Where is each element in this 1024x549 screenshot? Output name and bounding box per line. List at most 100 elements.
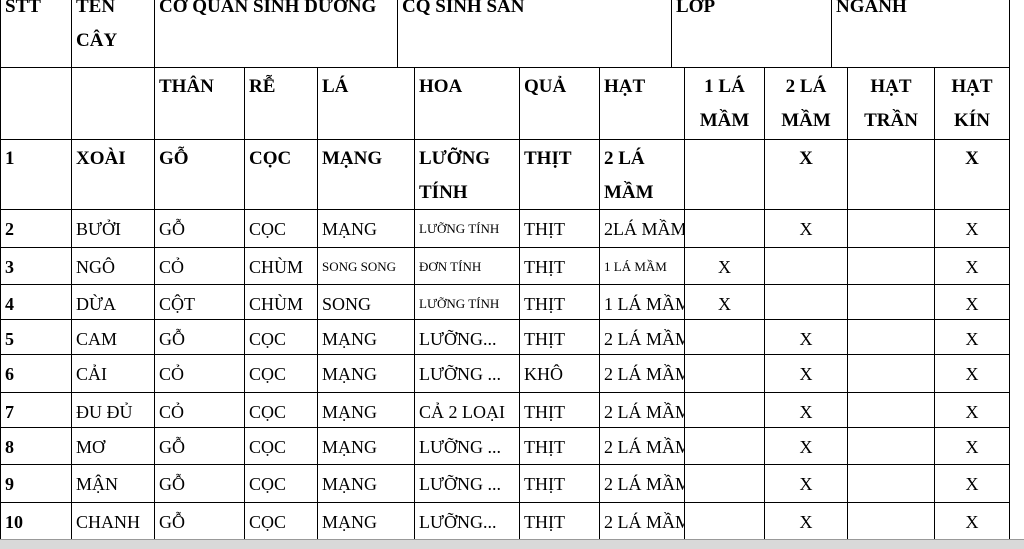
table-cell: CỎ [155,248,245,285]
table-cell: 6 [0,355,72,393]
table-cell [848,428,935,465]
sub-header-cell: 2 LÁ MẦM [765,68,848,140]
top-header-cell: CƠ QUAN SINH DƯỠNG [155,0,398,68]
table-cell: MẠNG [318,210,415,248]
sub-header-cell [72,68,155,140]
table-cell: 2 LÁ MẦM [600,503,685,541]
table-cell: X [935,355,1010,393]
table-cell: X [685,285,765,320]
table-cell: X [765,355,848,393]
table-cell: KHÔ [520,355,600,393]
table-cell [848,355,935,393]
top-header-cell: CQ SINH SẢN [398,0,672,68]
table-cell: 2 LÁ MẦM [600,320,685,355]
table-cell: LƯỠNG TÍNH [415,140,520,210]
table-cell: X [935,320,1010,355]
table-cell [685,465,765,503]
table-cell: 1 LÁ MẦM [600,248,685,285]
table-cell: LƯỠNG TÍNH [415,210,520,248]
table-cell: 2 LÁ MẦM [600,428,685,465]
table-cell: CAM [72,320,155,355]
table-cell [685,140,765,210]
table-cell: GỖ [155,465,245,503]
top-header-cell: NGÀNH [832,0,1010,68]
sub-header-cell: QUẢ [520,68,600,140]
table-cell: CHANH [72,503,155,541]
table-cell [685,428,765,465]
table-cell: SONG [318,285,415,320]
table-cell: CHÙM [245,285,318,320]
table-cell: MẠNG [318,355,415,393]
table-cell: 3 [0,248,72,285]
table-cell: CẢ 2 LOẠI [415,393,520,428]
table-cell: THỊT [520,248,600,285]
table-cell: 2 LÁ MẦM [600,355,685,393]
table-cell: LƯỠNG... [415,503,520,541]
table-cell: GỖ [155,428,245,465]
table-cell: 7 [0,393,72,428]
table-cell: 8 [0,428,72,465]
sub-header-cell: HẠT [600,68,685,140]
table-cell: 1 [0,140,72,210]
table-cell: 9 [0,465,72,503]
table-cell: X [935,465,1010,503]
table-cell: X [765,210,848,248]
table-cell: MẠNG [318,320,415,355]
table-cell: XOÀI [72,140,155,210]
table-cell: CỌC [245,465,318,503]
table-cell: MẠNG [318,465,415,503]
table-cell [685,503,765,541]
table-cell [848,503,935,541]
sub-header-cell: HOA [415,68,520,140]
sub-header-cell [0,68,72,140]
table-cell: LƯỠNG... [415,320,520,355]
table-cell: MẠNG [318,503,415,541]
table-cell [685,210,765,248]
top-header-cell: STT [0,0,72,68]
table-cell: X [935,248,1010,285]
table-cell [848,248,935,285]
table-cell: 1 LÁ MẦM [600,285,685,320]
table-cell: ĐƠN TÍNH [415,248,520,285]
table-cell: MẬN [72,465,155,503]
table-cell: CỎ [155,355,245,393]
table-cell: MẠNG [318,393,415,428]
table-cell: LƯỠNG TÍNH [415,285,520,320]
table-cell [765,285,848,320]
table-cell: X [935,428,1010,465]
table-cell: X [935,393,1010,428]
table-cell: X [765,320,848,355]
table-cell: 10 [0,503,72,541]
table-cell: CỌC [245,393,318,428]
table-cell: X [935,285,1010,320]
table-cell: SONG SONG [318,248,415,285]
table-cell: X [765,428,848,465]
table-cell: THỊT [520,210,600,248]
table-cell: CỌC [245,140,318,210]
table-cell: THỊT [520,428,600,465]
table-cell: THỊT [520,465,600,503]
table-cell: CHÙM [245,248,318,285]
table-cell: X [685,248,765,285]
table-cell: GỖ [155,503,245,541]
sub-header-cell: LÁ [318,68,415,140]
table-cell: LƯỠNG ... [415,428,520,465]
table-cell: X [765,140,848,210]
table-cell [765,248,848,285]
sub-header-cell: HẠT TRẦN [848,68,935,140]
table-cell: THỊT [520,140,600,210]
table-cell: MƠ [72,428,155,465]
table-cell: CỎ [155,393,245,428]
top-header-cell: LỚP [672,0,832,68]
table-cell: X [935,503,1010,541]
table-cell: MẠNG [318,428,415,465]
table-cell: X [935,210,1010,248]
table-cell: CỌC [245,503,318,541]
sub-header-cell: 1 LÁ MẦM [685,68,765,140]
table-cell: 4 [0,285,72,320]
table-cell [848,140,935,210]
table-cell: ĐU ĐỦ [72,393,155,428]
table-cell: THỊT [520,320,600,355]
table-cell [848,210,935,248]
